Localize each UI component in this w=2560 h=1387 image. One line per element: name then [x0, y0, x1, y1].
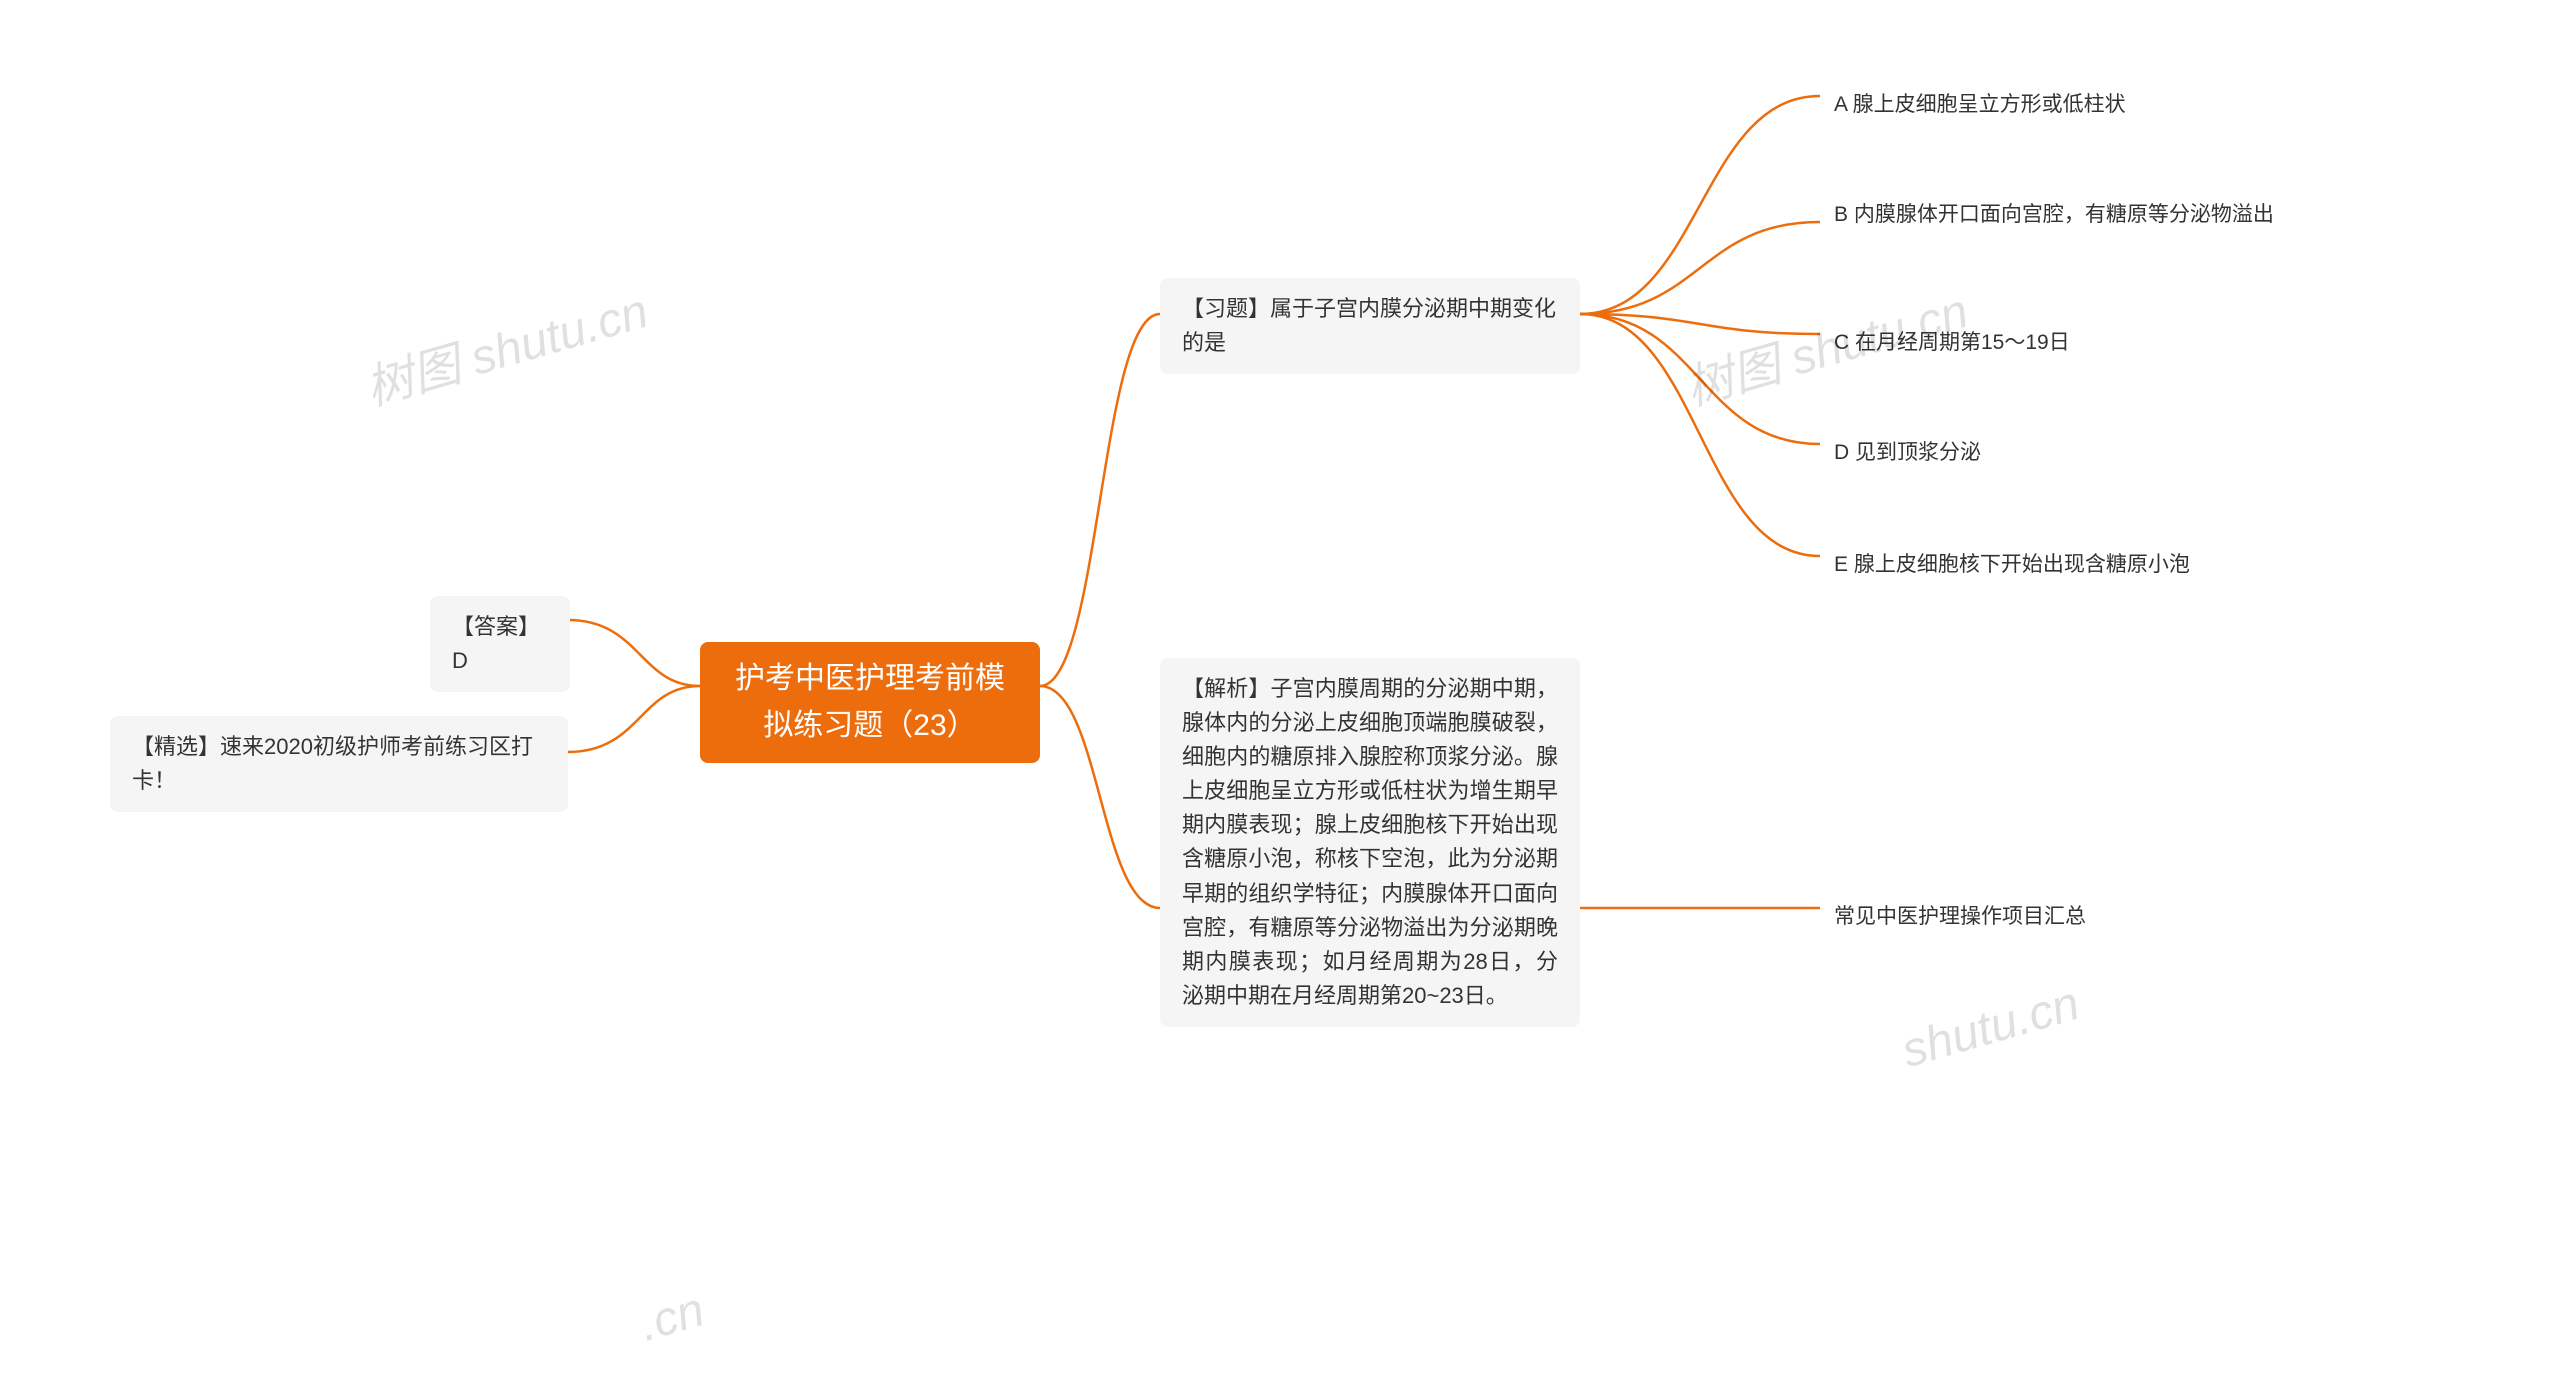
option-a[interactable]: A 腺上皮细胞呈立方形或低柱状	[1820, 82, 2140, 124]
selected-node[interactable]: 【精选】速来2020初级护师考前练习区打卡！	[110, 716, 568, 812]
root-node[interactable]: 护考中医护理考前模拟练习题（23）	[700, 642, 1040, 763]
analysis-node[interactable]: 【解析】子宫内膜周期的分泌期中期，腺体内的分泌上皮细胞顶端胞膜破裂，细胞内的糖原…	[1160, 658, 1580, 1027]
analysis-child[interactable]: 常见中医护理操作项目汇总	[1820, 894, 2100, 936]
question-node[interactable]: 【习题】属于子宫内膜分泌期中期变化的是	[1160, 278, 1580, 374]
option-e[interactable]: E 腺上皮细胞核下开始出现含糖原小泡	[1820, 542, 2204, 584]
watermark-3: shutu.cn	[1896, 976, 2086, 1079]
watermark-4: .cn	[634, 1282, 711, 1353]
watermark-1: 树图 shutu.cn	[356, 271, 655, 418]
option-d[interactable]: D 见到顶浆分泌	[1820, 430, 1995, 472]
option-c[interactable]: C 在月经周期第15～19日	[1820, 320, 2084, 362]
answer-node[interactable]: 【答案】D	[430, 596, 570, 692]
option-b[interactable]: B 内膜腺体开口面向宫腔，有糖原等分泌物溢出	[1820, 192, 2358, 234]
